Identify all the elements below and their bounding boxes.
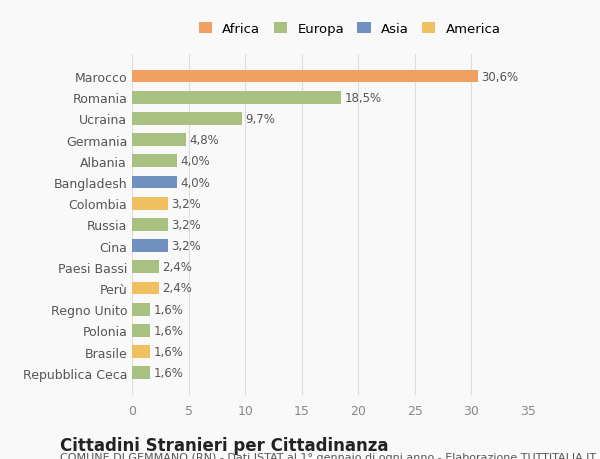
Text: 4,0%: 4,0% [181, 176, 211, 189]
Bar [132, 367, 150, 379]
Text: 1,6%: 1,6% [154, 366, 184, 380]
Bar [132, 303, 150, 316]
Bar [132, 113, 242, 125]
Bar [132, 71, 478, 83]
Bar [132, 218, 168, 231]
Bar [132, 346, 150, 358]
Bar [132, 155, 177, 168]
Text: 3,2%: 3,2% [172, 240, 202, 252]
Text: 3,2%: 3,2% [172, 218, 202, 231]
Bar [132, 240, 168, 252]
Text: 3,2%: 3,2% [172, 197, 202, 210]
Text: Cittadini Stranieri per Cittadinanza: Cittadini Stranieri per Cittadinanza [60, 436, 389, 454]
Bar [132, 176, 177, 189]
Bar [132, 325, 150, 337]
Bar [132, 197, 168, 210]
Text: 9,7%: 9,7% [245, 112, 275, 126]
Text: 1,6%: 1,6% [154, 324, 184, 337]
Bar [132, 92, 341, 104]
Text: 1,6%: 1,6% [154, 303, 184, 316]
Bar [132, 134, 187, 147]
Text: 1,6%: 1,6% [154, 345, 184, 358]
Text: 18,5%: 18,5% [345, 91, 382, 105]
Text: 4,8%: 4,8% [190, 134, 220, 147]
Text: 2,4%: 2,4% [163, 282, 193, 295]
Text: COMUNE DI GEMMANO (RN) - Dati ISTAT al 1° gennaio di ogni anno - Elaborazione TU: COMUNE DI GEMMANO (RN) - Dati ISTAT al 1… [60, 452, 596, 459]
Text: 30,6%: 30,6% [482, 70, 519, 84]
Text: 2,4%: 2,4% [163, 261, 193, 274]
Text: 4,0%: 4,0% [181, 155, 211, 168]
Legend: Africa, Europa, Asia, America: Africa, Europa, Asia, America [193, 17, 506, 41]
Bar [132, 282, 159, 295]
Bar [132, 261, 159, 274]
